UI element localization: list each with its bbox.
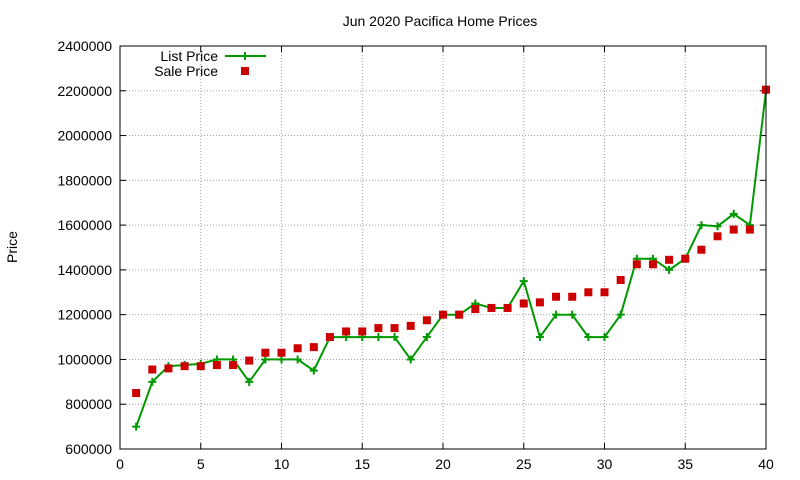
x-tick-label: 0: [116, 456, 124, 472]
y-tick-label: 1800000: [57, 172, 112, 188]
list-price-point: [568, 310, 577, 319]
list-price-point: [422, 333, 431, 342]
list-price-point: [552, 310, 561, 319]
sale-price-point: [713, 232, 722, 241]
sale-price-point: [632, 260, 641, 269]
y-tick-label: 2000000: [57, 128, 112, 144]
list-price-point: [713, 222, 722, 231]
sale-price-point: [616, 275, 625, 284]
sale-price-point: [745, 225, 754, 234]
axis-ticks: 600000 800000 1000000 1200000 1400000 1600000…: [57, 38, 774, 472]
sale-price-point: [325, 333, 334, 342]
sale-price-point: [648, 260, 657, 269]
y-tick-label: 2200000: [57, 83, 112, 99]
legend-label-sale-price: Sale Price: [154, 63, 218, 79]
y-tick-label: 800000: [65, 396, 112, 412]
sale-price-point: [487, 303, 496, 312]
sale-price-point: [261, 348, 270, 357]
sale-price-point: [568, 292, 577, 301]
sale-price-point: [390, 324, 399, 333]
plot-frame: [119, 45, 767, 450]
list-price-point: [245, 377, 254, 386]
sale-price-point: [212, 361, 221, 370]
x-tick-label: 5: [197, 456, 205, 472]
x-tick-label: 25: [516, 456, 532, 472]
sale-price-point: [519, 299, 528, 308]
y-tick-label: 600000: [65, 441, 112, 457]
y-tick-label: 1600000: [57, 217, 112, 233]
list-price-point: [309, 366, 318, 375]
x-tick-label: 35: [677, 456, 693, 472]
sale-price-point: [229, 361, 238, 370]
sale-price-point: [148, 365, 157, 374]
legend-marker-sale-price: [241, 67, 249, 75]
legend-label-list-price: List Price: [160, 48, 218, 64]
sale-price-point: [535, 298, 544, 307]
list-price-point: [277, 355, 286, 364]
data-series: [132, 85, 770, 431]
y-axis-label: Price: [4, 231, 20, 263]
sale-price-point: [245, 356, 254, 365]
sale-price-point: [584, 288, 593, 297]
list-price-point: [374, 333, 383, 342]
y-tick-label: 1400000: [57, 262, 112, 278]
list-price-point: [584, 333, 593, 342]
sale-price-point: [455, 310, 464, 319]
list-price-point: [261, 355, 270, 364]
sale-price-point: [196, 362, 205, 371]
legend: List Price Sale Price: [154, 48, 266, 79]
list-price-point: [132, 422, 141, 431]
list-price-point: [519, 277, 528, 286]
sale-price-point: [277, 348, 286, 357]
list-price-point: [148, 377, 157, 386]
sale-price-point: [293, 344, 302, 353]
list-price-point: [293, 355, 302, 364]
y-tick-label: 1200000: [57, 307, 112, 323]
sale-price-point: [164, 364, 173, 373]
sale-price-point: [309, 343, 318, 352]
sale-price-point: [503, 303, 512, 312]
x-tick-label: 10: [274, 456, 290, 472]
sale-price-point: [422, 316, 431, 325]
list-price-point: [535, 333, 544, 342]
sale-price-point: [600, 288, 609, 297]
x-tick-label: 40: [758, 456, 774, 472]
sale-price-point: [471, 305, 480, 314]
list-price-point: [697, 221, 706, 230]
list-price-point: [406, 355, 415, 364]
sale-price-point: [697, 245, 706, 254]
list-price-point: [390, 333, 399, 342]
x-tick-label: 15: [354, 456, 370, 472]
sale-price-point: [132, 389, 141, 398]
sale-price-point: [681, 254, 690, 263]
list-price-point: [665, 265, 674, 274]
sale-price-point: [180, 362, 189, 371]
sale-price-point: [665, 255, 674, 264]
sale-price-point: [374, 324, 383, 333]
legend-marker-list-price: [241, 52, 249, 60]
list-price-point: [729, 209, 738, 218]
y-tick-label: 2400000: [57, 38, 112, 54]
y-tick-label: 1000000: [57, 351, 112, 367]
list-price-line: [135, 90, 767, 427]
x-tick-label: 30: [597, 456, 613, 472]
sale-price-point: [342, 327, 351, 336]
grid-lines: [120, 46, 766, 449]
sale-price-point: [358, 327, 367, 336]
sale-price-point: [552, 292, 561, 301]
chart-title: Jun 2020 Pacifica Home Prices: [343, 13, 538, 29]
list-price-point: [600, 333, 609, 342]
x-tick-label: 20: [435, 456, 451, 472]
sale-price-point: [406, 321, 415, 330]
list-price-point: [616, 310, 625, 319]
sale-price-point: [729, 225, 738, 234]
sale-price-point: [439, 310, 447, 319]
